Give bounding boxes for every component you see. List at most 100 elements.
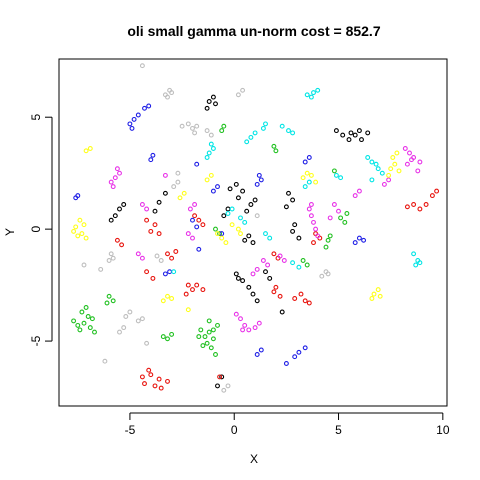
- data-point: [338, 215, 344, 221]
- data-point: [146, 103, 152, 109]
- data-point: [311, 219, 316, 225]
- data-point: [308, 94, 314, 100]
- data-point: [194, 161, 200, 167]
- data-point: [417, 206, 423, 212]
- data-point: [127, 309, 133, 315]
- data-point: [135, 251, 141, 257]
- data-point: [331, 168, 337, 174]
- data-point: [304, 92, 310, 98]
- y-tick-label: 5: [29, 114, 43, 121]
- data-point: [292, 296, 298, 301]
- data-point: [258, 347, 264, 353]
- data-point: [308, 213, 314, 219]
- data-point: [210, 94, 216, 100]
- data-point: [215, 322, 220, 328]
- y-axis: -5 0 5: [29, 114, 53, 346]
- data-point: [300, 258, 306, 263]
- data-point: [162, 271, 168, 277]
- data-point: [242, 237, 248, 243]
- data-point: [165, 94, 170, 100]
- data-point: [123, 314, 129, 319]
- data-point: [306, 179, 312, 185]
- data-point: [235, 226, 241, 232]
- data-point: [409, 157, 414, 163]
- data-point: [185, 231, 191, 237]
- data-point: [75, 322, 81, 328]
- data-point: [208, 132, 214, 138]
- data-point: [190, 235, 195, 241]
- data-point: [192, 213, 198, 219]
- data-point: [110, 255, 116, 261]
- data-point: [248, 202, 254, 207]
- data-point: [429, 193, 435, 199]
- data-point: [386, 172, 392, 178]
- data-point: [144, 340, 150, 346]
- data-point: [217, 231, 223, 237]
- data-point: [306, 300, 312, 306]
- data-point: [325, 237, 331, 243]
- data-point: [256, 172, 262, 178]
- x-tick-label: 0: [231, 423, 238, 437]
- data-point: [190, 217, 195, 223]
- data-point: [402, 146, 408, 151]
- data-point: [169, 90, 175, 96]
- data-point: [152, 383, 158, 389]
- data-point: [377, 293, 383, 299]
- data-point: [248, 134, 254, 140]
- data-point: [204, 128, 210, 134]
- data-point: [254, 213, 260, 219]
- data-point: [152, 208, 158, 214]
- data-point: [298, 291, 304, 297]
- data-point: [333, 128, 339, 134]
- data-point: [352, 132, 358, 138]
- data-point: [277, 253, 283, 259]
- data-point: [313, 226, 319, 232]
- data-point: [71, 318, 77, 324]
- data-point: [173, 249, 179, 254]
- data-point: [252, 325, 258, 331]
- series-7: [81, 63, 331, 393]
- data-point: [308, 202, 314, 207]
- data-point: [225, 211, 231, 216]
- data-point: [165, 251, 170, 257]
- data-point: [131, 116, 137, 122]
- data-point: [175, 170, 181, 176]
- data-point: [375, 287, 381, 293]
- data-point: [407, 150, 412, 156]
- data-point: [92, 329, 97, 335]
- data-point: [390, 155, 396, 160]
- data-point: [365, 155, 371, 160]
- data-point: [356, 128, 362, 134]
- data-point: [206, 99, 212, 104]
- data-point: [296, 235, 302, 241]
- data-point: [75, 233, 81, 239]
- data-point: [221, 123, 227, 129]
- series-0: [108, 94, 371, 389]
- data-point: [98, 266, 104, 272]
- data-point: [192, 130, 198, 136]
- data-point: [200, 222, 206, 228]
- data-point: [210, 336, 216, 342]
- data-point: [148, 228, 154, 234]
- data-point: [87, 325, 93, 331]
- data-point: [290, 197, 296, 203]
- data-point: [215, 231, 220, 237]
- data-point: [250, 240, 256, 246]
- data-point: [306, 206, 312, 212]
- data-point: [135, 318, 141, 324]
- data-point: [336, 208, 341, 214]
- data-point: [304, 262, 310, 268]
- data-point: [169, 296, 175, 301]
- data-point: [306, 155, 312, 160]
- data-point: [394, 150, 400, 156]
- data-point: [296, 349, 302, 355]
- data-point: [83, 148, 89, 154]
- data-point: [77, 217, 83, 223]
- data-point: [242, 219, 248, 225]
- points-layer: [71, 63, 440, 393]
- data-point: [156, 231, 162, 237]
- data-point: [150, 152, 156, 158]
- data-point: [108, 179, 114, 185]
- data-point: [386, 177, 392, 183]
- data-point: [352, 193, 358, 199]
